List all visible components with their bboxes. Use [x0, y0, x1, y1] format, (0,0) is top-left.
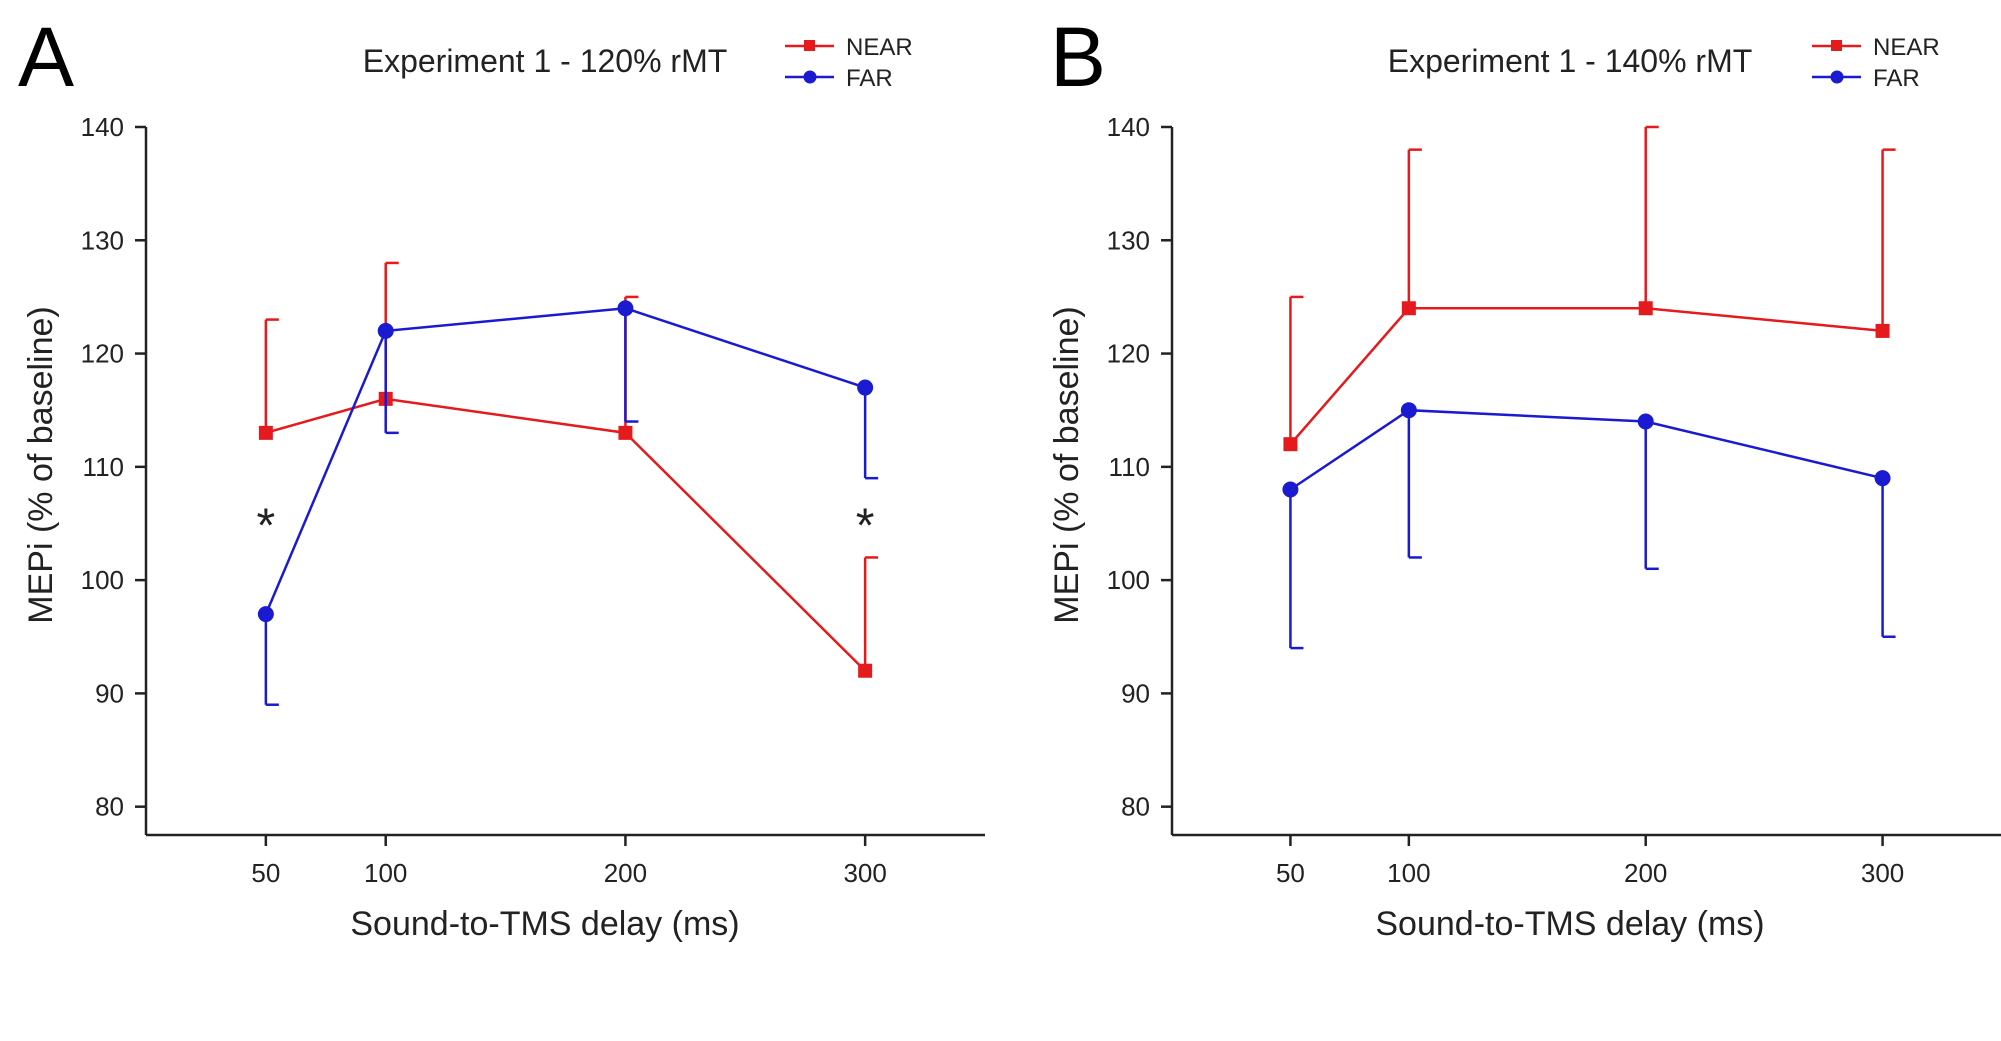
chart-title: Experiment 1 - 120% rMT — [363, 43, 728, 79]
x-tick-label: 50 — [251, 858, 280, 888]
data-point-near — [858, 663, 873, 678]
y-tick-label: 110 — [1109, 452, 1150, 482]
series-line-near — [265, 397, 867, 672]
panel-b: B Experiment 1 - 140% rMT Sound-to-TMS d… — [1048, 10, 2001, 943]
series-far — [257, 300, 879, 706]
data-point-far — [377, 322, 394, 339]
data-point-near — [618, 425, 633, 440]
series-line-far — [1289, 408, 1883, 491]
data-point-near — [258, 425, 273, 440]
x-tick-label: 200 — [604, 858, 647, 888]
x-tick-label: 100 — [1387, 858, 1430, 888]
y-tick-label: 130 — [1107, 225, 1150, 255]
series-near — [258, 261, 879, 678]
series-line-far — [264, 306, 866, 615]
legend-label-far: FAR — [846, 65, 893, 92]
legend-marker-far — [1830, 70, 1844, 84]
y-tick-label: 100 — [81, 565, 124, 595]
y-tick-label: 130 — [81, 225, 124, 255]
data-point-far — [1637, 413, 1654, 430]
axes — [1170, 127, 2001, 837]
annotation-group: * * — [257, 499, 875, 552]
y-axis-label: MEPi (% of baseline) — [22, 306, 60, 623]
data-point-near — [1638, 301, 1653, 316]
legend: NEAR FAR — [1812, 34, 1940, 92]
x-tick-label: 300 — [1861, 858, 1904, 888]
data-point-near — [1875, 323, 1890, 338]
data-point-far — [1874, 470, 1891, 487]
y-tick-label: 140 — [81, 112, 124, 142]
significance-marker: * — [257, 499, 276, 552]
series-near — [1283, 125, 1896, 452]
legend-marker-near — [804, 40, 815, 51]
legend-label-far: FAR — [1873, 65, 1920, 92]
legend-item-near: NEAR — [1812, 34, 1940, 61]
data-point-far — [257, 606, 274, 623]
x-tick-label: 100 — [364, 858, 407, 888]
x-axis-label: Sound-to-TMS delay (ms) — [350, 905, 739, 943]
panel-letter: B — [1050, 10, 1106, 104]
panel-letter: A — [18, 10, 74, 104]
y-tick-label: 80 — [95, 792, 124, 822]
x-axis-label: Sound-to-TMS delay (ms) — [1375, 905, 1764, 943]
legend: NEAR FAR — [785, 34, 913, 92]
y-tick-label: 80 — [1121, 792, 1150, 822]
data-point-far — [1282, 481, 1299, 498]
series-line-near — [1289, 306, 1883, 446]
y-tick-label: 90 — [95, 678, 124, 708]
panel-a: A Experiment 1 - 120% rMT Sound-to-TMS d… — [18, 10, 985, 943]
legend-label-near: NEAR — [1873, 34, 1940, 61]
data-point-far — [857, 379, 874, 396]
y-tick-label: 120 — [81, 339, 124, 369]
y-tick-label: 120 — [1107, 339, 1150, 369]
data-point-far — [1400, 402, 1417, 419]
x-tick-label: 50 — [1276, 858, 1305, 888]
tick-group: 80 90 100 110 120 130 140 50 100 200 300 — [81, 112, 887, 888]
data-point-near — [1401, 301, 1416, 316]
legend-item-far: FAR — [1812, 65, 1920, 92]
legend-item-near: NEAR — [785, 34, 913, 61]
chart-title: Experiment 1 - 140% rMT — [1388, 43, 1753, 79]
y-tick-label: 100 — [1107, 565, 1150, 595]
x-tick-label: 200 — [1624, 858, 1667, 888]
y-axis-label: MEPi (% of baseline) — [1048, 306, 1086, 623]
legend-marker-near — [1831, 40, 1842, 51]
legend-marker-far — [803, 70, 817, 84]
series-group — [257, 261, 879, 706]
legend-item-far: FAR — [785, 65, 893, 92]
y-tick-label: 140 — [1107, 112, 1150, 142]
series-group — [1282, 125, 1896, 650]
axes — [144, 127, 985, 837]
significance-marker: * — [856, 499, 875, 552]
data-point-far — [617, 300, 634, 317]
data-point-near — [1283, 437, 1298, 452]
series-far — [1282, 402, 1896, 650]
y-tick-label: 110 — [83, 452, 124, 482]
y-tick-label: 90 — [1121, 678, 1150, 708]
x-tick-label: 300 — [843, 858, 886, 888]
tick-group: 80 90 100 110 120 130 140 50 100 200 300 — [1107, 112, 1905, 888]
legend-label-near: NEAR — [846, 34, 913, 61]
